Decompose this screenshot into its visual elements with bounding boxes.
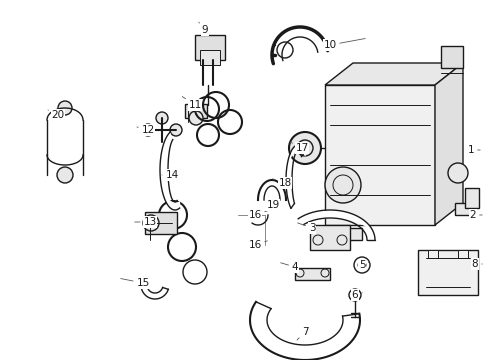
Bar [427, 250, 437, 258]
Circle shape [189, 111, 203, 125]
Bar [417, 250, 477, 295]
Circle shape [170, 124, 182, 136]
Polygon shape [325, 63, 462, 85]
Bar [457, 250, 467, 258]
Text: 14: 14 [162, 170, 178, 180]
Bar [184, 104, 206, 118]
Text: 11: 11 [182, 96, 201, 110]
Text: 12: 12 [137, 125, 154, 135]
Bar [145, 212, 177, 234]
Text: 4: 4 [280, 262, 298, 272]
Text: 6: 6 [351, 290, 362, 300]
Polygon shape [434, 63, 462, 225]
Bar [336, 228, 361, 240]
Circle shape [142, 124, 154, 136]
Bar [309, 225, 349, 250]
Circle shape [57, 167, 73, 183]
Text: 1: 1 [467, 145, 479, 155]
Text: 18: 18 [272, 178, 291, 188]
Circle shape [288, 132, 320, 164]
Circle shape [447, 163, 467, 183]
Circle shape [58, 101, 72, 115]
Bar [294, 268, 329, 280]
Text: 5: 5 [358, 260, 368, 270]
Text: 16: 16 [248, 210, 267, 220]
Text: 17: 17 [289, 142, 308, 153]
Text: 16: 16 [248, 240, 267, 250]
Circle shape [325, 167, 360, 203]
Text: 19: 19 [266, 200, 279, 210]
Text: 9: 9 [198, 22, 208, 35]
Bar [325, 85, 434, 225]
Bar [200, 50, 220, 65]
Bar [195, 35, 224, 60]
Text: 13: 13 [135, 217, 156, 227]
Bar [454, 203, 469, 215]
Text: 3: 3 [297, 223, 315, 233]
Text: 8: 8 [471, 259, 481, 269]
Circle shape [142, 215, 159, 231]
Circle shape [156, 112, 168, 124]
Text: 10: 10 [323, 39, 365, 50]
Text: 15: 15 [121, 278, 149, 288]
Text: 20: 20 [48, 110, 64, 120]
Text: 7: 7 [296, 327, 307, 340]
Text: 2: 2 [469, 210, 481, 220]
Bar [440, 46, 462, 68]
Bar [464, 188, 478, 208]
